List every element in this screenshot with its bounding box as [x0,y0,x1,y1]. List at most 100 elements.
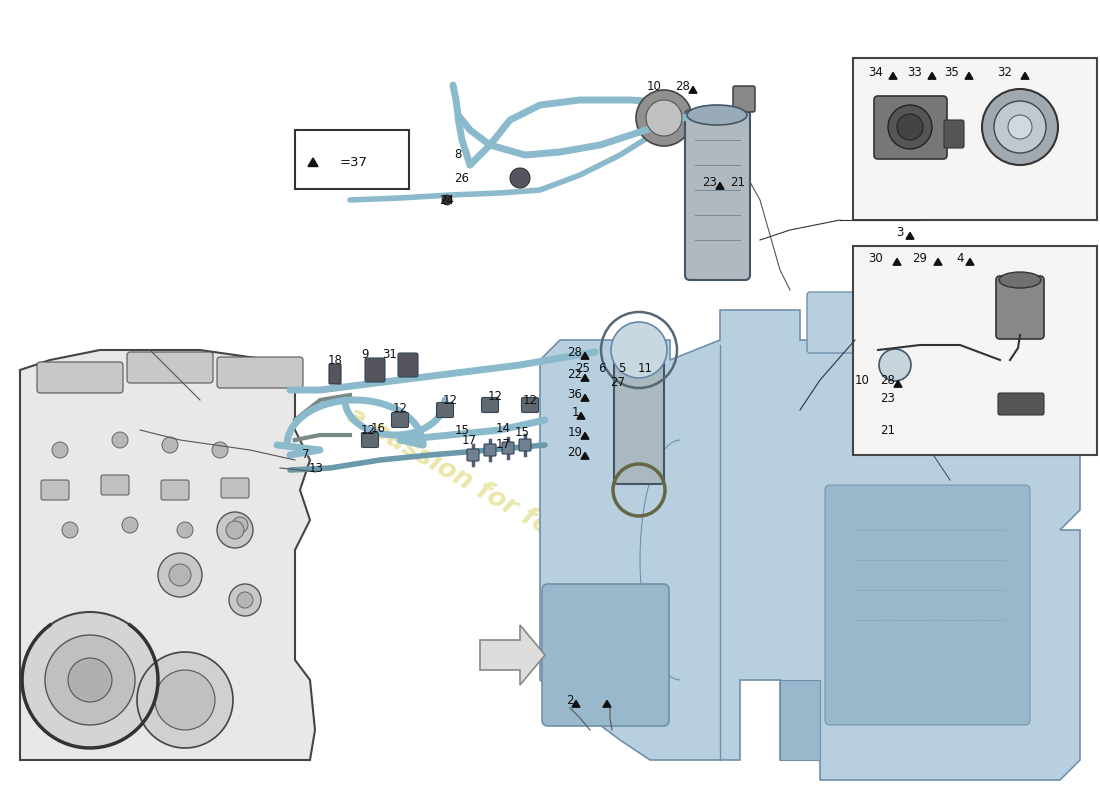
Circle shape [610,322,667,378]
Polygon shape [965,72,974,79]
Text: 12: 12 [487,390,503,402]
FancyBboxPatch shape [521,398,539,413]
FancyBboxPatch shape [996,276,1044,339]
FancyBboxPatch shape [362,433,378,447]
Text: 24: 24 [440,194,454,206]
Polygon shape [581,394,589,402]
FancyBboxPatch shape [221,478,249,498]
FancyBboxPatch shape [217,357,302,388]
Text: 5: 5 [618,362,626,374]
FancyBboxPatch shape [482,398,498,413]
Text: 2: 2 [566,694,574,706]
FancyBboxPatch shape [161,480,189,500]
Circle shape [982,89,1058,165]
Polygon shape [780,680,820,760]
Text: 12: 12 [522,394,538,406]
Text: 7: 7 [302,449,310,462]
Text: 22: 22 [568,367,583,381]
Text: 21: 21 [730,175,746,189]
FancyBboxPatch shape [502,442,514,454]
Polygon shape [966,258,974,266]
Text: 28: 28 [675,79,691,93]
Text: 27: 27 [610,375,626,389]
Text: 11: 11 [638,362,652,374]
Circle shape [646,100,682,136]
PathPatch shape [20,350,315,760]
Text: 25: 25 [575,362,591,374]
Circle shape [879,349,911,381]
Text: 20: 20 [568,446,582,458]
Circle shape [229,584,261,616]
Text: 9: 9 [361,349,368,362]
Circle shape [236,592,253,608]
Polygon shape [894,380,902,387]
Text: 8: 8 [454,149,462,162]
Text: 23: 23 [703,175,717,189]
Text: 10: 10 [855,374,869,386]
Circle shape [22,612,158,748]
Polygon shape [578,413,585,419]
Polygon shape [893,258,901,266]
FancyBboxPatch shape [484,444,496,456]
Ellipse shape [688,105,747,125]
Text: 10: 10 [647,79,661,93]
Circle shape [162,437,178,453]
Polygon shape [581,374,589,381]
Text: 28: 28 [568,346,582,358]
Text: 29: 29 [913,251,927,265]
Text: 21: 21 [880,423,895,437]
Polygon shape [581,432,589,439]
FancyBboxPatch shape [998,393,1044,415]
FancyBboxPatch shape [825,485,1030,725]
Circle shape [226,521,244,539]
Text: 32: 32 [998,66,1012,78]
Text: 12: 12 [442,394,458,406]
Text: 14: 14 [495,422,510,434]
Text: 6: 6 [598,362,606,374]
FancyBboxPatch shape [944,120,964,148]
Text: 17: 17 [495,438,510,450]
Text: 34: 34 [869,66,883,78]
Text: 17: 17 [462,434,476,446]
PathPatch shape [540,310,1080,780]
Text: 4: 4 [956,251,964,265]
Text: 15: 15 [515,426,529,438]
FancyBboxPatch shape [37,362,123,393]
FancyBboxPatch shape [685,110,750,280]
FancyBboxPatch shape [519,439,531,451]
Circle shape [45,635,135,725]
Circle shape [155,670,214,730]
Circle shape [636,90,692,146]
Polygon shape [308,158,318,166]
Text: 13: 13 [309,462,323,474]
Polygon shape [928,72,936,79]
Circle shape [888,105,932,149]
FancyBboxPatch shape [295,130,409,189]
Circle shape [896,114,923,140]
Circle shape [169,564,191,586]
FancyBboxPatch shape [101,475,129,495]
Ellipse shape [999,272,1041,288]
Circle shape [1008,115,1032,139]
Text: 18: 18 [328,354,342,366]
Polygon shape [572,701,580,707]
Circle shape [217,512,253,548]
Text: 12: 12 [361,423,375,437]
Text: 31: 31 [383,349,397,362]
FancyBboxPatch shape [852,246,1097,455]
FancyBboxPatch shape [392,413,408,427]
Polygon shape [480,625,544,685]
FancyBboxPatch shape [365,358,385,382]
Circle shape [232,517,248,533]
Text: 12: 12 [393,402,407,414]
FancyBboxPatch shape [852,58,1097,220]
Text: 23: 23 [881,391,895,405]
Polygon shape [603,701,611,707]
Text: a passion for ferrari since 1985: a passion for ferrari since 1985 [342,402,758,658]
Circle shape [52,442,68,458]
FancyBboxPatch shape [437,402,453,418]
FancyBboxPatch shape [329,364,341,384]
Text: 36: 36 [568,387,582,401]
Text: 16: 16 [371,422,385,434]
Polygon shape [689,86,697,94]
